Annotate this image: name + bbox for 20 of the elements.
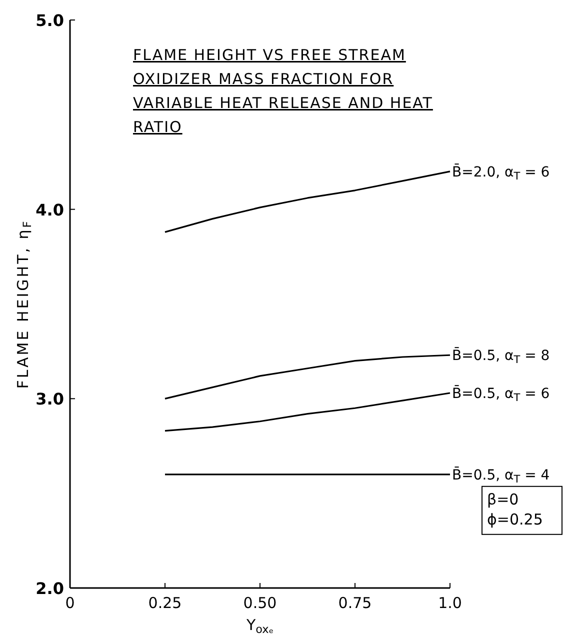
series-label: B̄=0.5, α$_{T}$ = 4 (452, 466, 550, 486)
y-tick-label: 5.0 (36, 11, 64, 30)
line-series (164, 392, 451, 432)
x-tick-label: 0.50 (243, 594, 277, 612)
x-tick-label: 0.25 (148, 594, 182, 612)
x-tick-label: 0 (65, 594, 75, 612)
line-series (164, 170, 451, 233)
y-tick-label: 2.0 (36, 579, 64, 598)
text: ϕ=0.25 (487, 510, 543, 528)
x-tick-label: 0.75 (338, 594, 372, 612)
series-label: B̄=0.5, α$_{T}$ = 8 (452, 346, 550, 366)
x-axis-title: Y$_{oxₑ}$ (245, 616, 274, 636)
line-series (164, 354, 451, 400)
x-tick-label: 1.0 (438, 594, 462, 612)
text: FLAME HEIGHT VS FREE STREAM OXIDIZER MASS FRACTION FOR VARIABLE HEAT RELEASE AND HEAT RATIO (133, 46, 433, 136)
series-label: B̄=0.5, α$_{T}$ = 6 (452, 384, 550, 404)
y-tick-label: 4.0 (36, 200, 64, 220)
text: β=0 (487, 490, 519, 508)
series-label: B̄=2.0, α$_{T}$ = 6 (452, 162, 550, 183)
y-tick-label: 3.0 (36, 390, 64, 409)
